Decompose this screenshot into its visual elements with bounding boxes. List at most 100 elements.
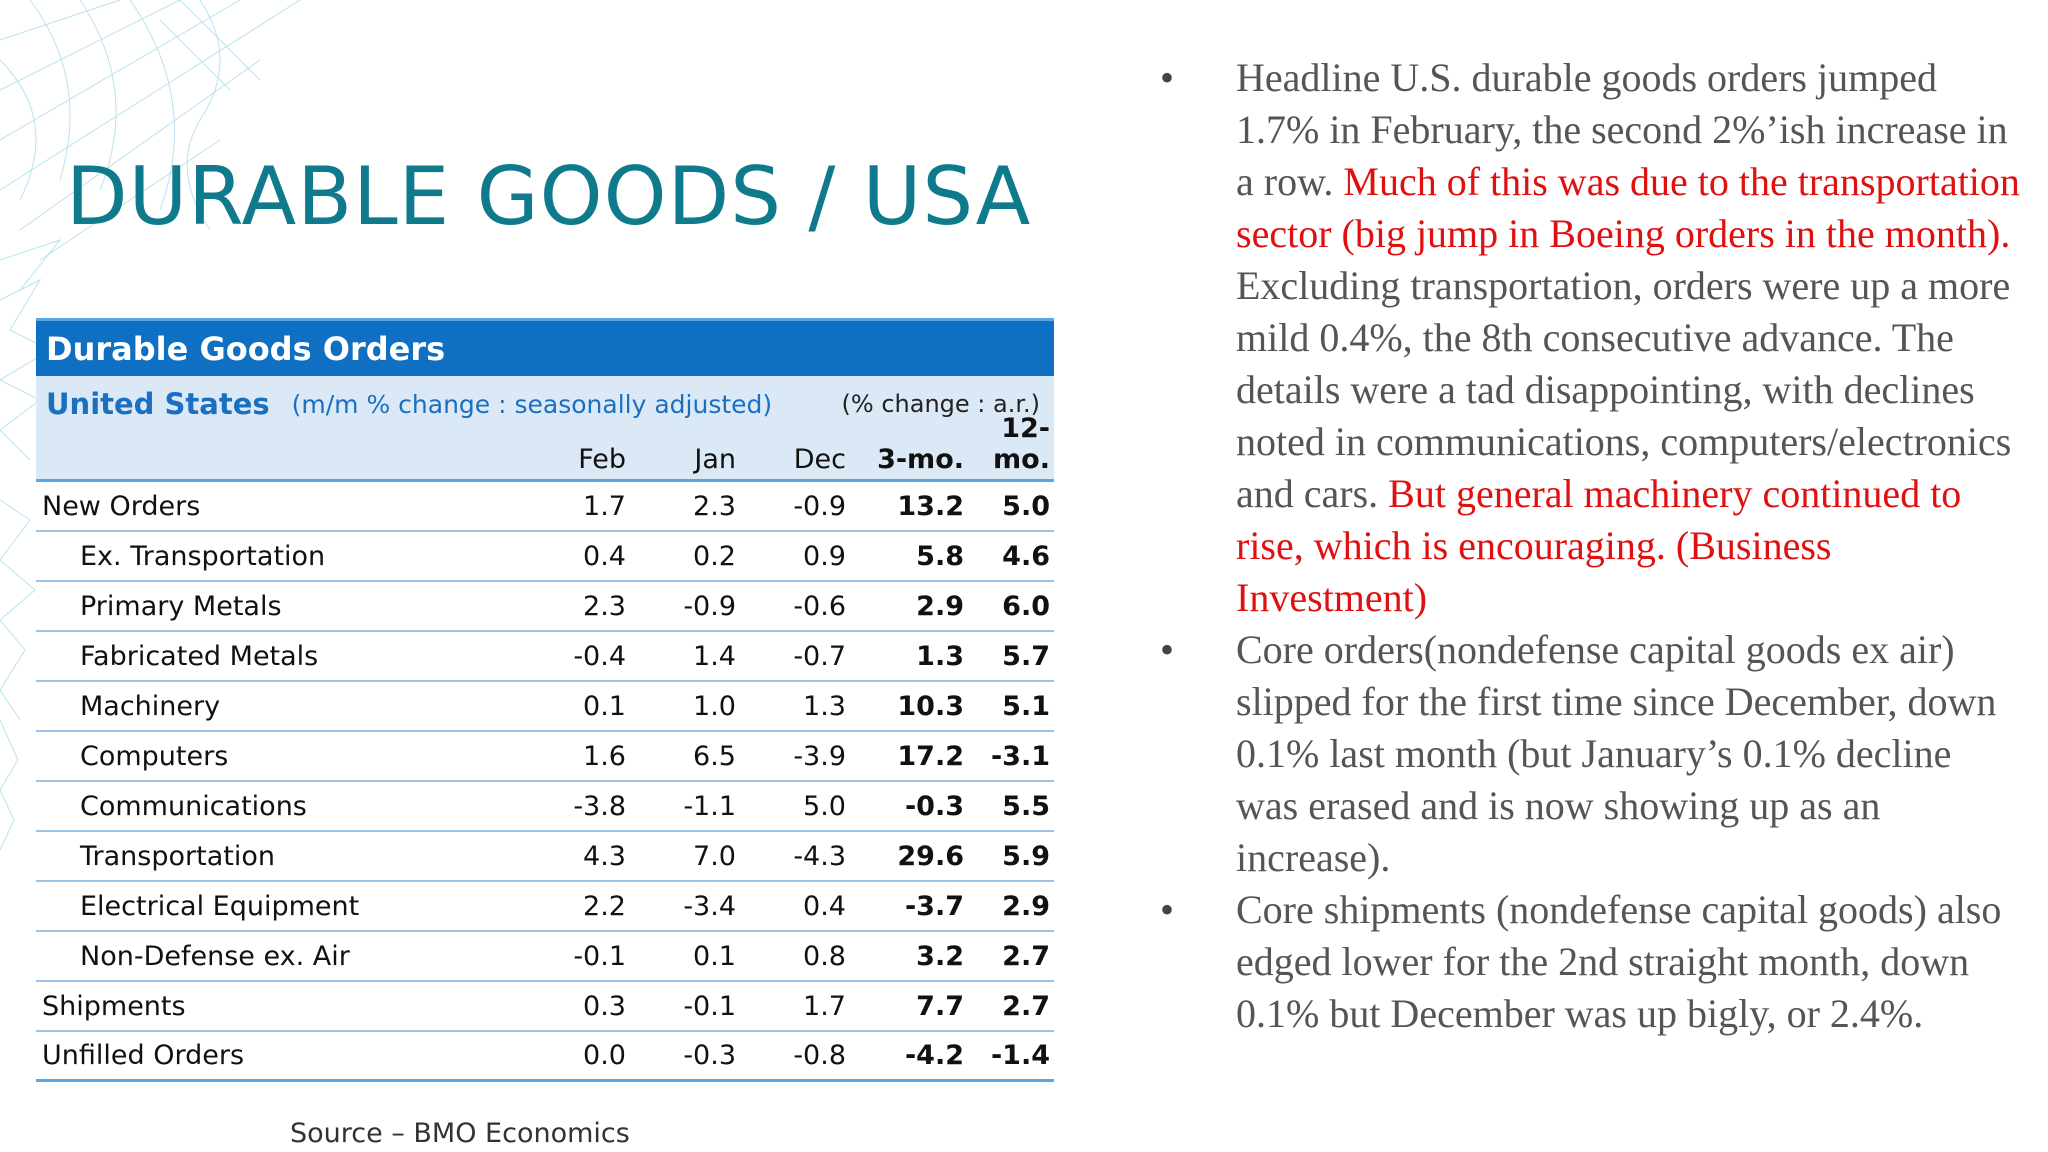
commentary-bullets: • Headline U.S. durable goods orders jum… [1160,52,2020,1040]
cell-jan: -0.1 [683,990,736,1022]
bullet-highlight: Much of this was due to the transportati… [1236,159,2020,256]
durable-goods-table: Durable Goods Orders United States (m/m … [36,318,1054,1082]
cell-3mo: -3.7 [904,890,964,922]
bullet-marker: • [1160,887,1175,932]
table-row: Electrical Equipment 2.2 -3.4 0.4 -3.7 2… [36,882,1054,932]
cell-3mo: 7.7 [916,990,964,1022]
row-label: Unfilled Orders [42,1040,245,1071]
cell-3mo: -4.2 [904,1040,964,1071]
cell-jan: 1.0 [693,690,736,722]
bullet-marker: • [1160,627,1175,672]
table-header: Durable Goods Orders [36,318,1054,376]
table-row: New Orders 1.7 2.3 -0.9 13.2 5.0 [36,482,1054,532]
cell-12mo: 5.5 [1002,790,1050,822]
bullet-item: • Core orders(nondefense capital goods e… [1160,624,2020,884]
cell-3mo: 17.2 [897,740,964,772]
bullet-text: Core orders(nondefense capital goods ex … [1236,627,1997,880]
cell-jan: 7.0 [693,840,736,872]
cell-3mo: 10.3 [897,690,964,722]
bullet-text: Core shipments (nondefense capital goods… [1236,887,2002,1036]
row-label: Shipments [42,990,186,1022]
cell-3mo: 3.2 [916,940,964,972]
cell-jan: -1.1 [683,790,736,822]
adjustment-note: (m/m % change : seasonally adjusted) [291,389,773,419]
table-row: Non-Defense ex. Air -0.1 0.1 0.8 3.2 2.7 [36,932,1054,982]
cell-3mo: 29.6 [897,840,964,872]
table-row: Transportation 4.3 7.0 -4.3 29.6 5.9 [36,832,1054,882]
cell-12mo: 5.0 [1002,490,1050,522]
row-label: Transportation [80,840,275,872]
cell-12mo: -3.1 [990,740,1050,772]
cell-12mo: 2.7 [1002,990,1050,1022]
cell-3mo: 13.2 [897,490,964,522]
cell-feb: 0.4 [583,540,626,572]
cell-12mo: 4.6 [1002,540,1050,572]
row-label: Ex. Transportation [80,540,326,572]
row-label: Communications [80,790,307,822]
background-wireframe-art [0,0,301,851]
col-header-3mo: 3-mo. [877,444,964,475]
bullet-item: • Headline U.S. durable goods orders jum… [1160,52,2020,624]
cell-dec: 0.8 [803,940,846,972]
table-subheader: United States (m/m % change : seasonally… [36,376,1054,432]
cell-feb: -0.1 [573,940,626,972]
col-header-12mo: 12-mo. [993,413,1050,475]
row-label: Non-Defense ex. Air [80,940,350,972]
cell-dec: 1.3 [803,690,846,722]
cell-feb: 2.2 [583,890,626,922]
cell-feb: 1.7 [583,490,626,522]
cell-jan: -0.9 [683,590,736,622]
cell-dec: -4.3 [793,840,846,872]
cell-dec: -0.8 [793,1040,846,1071]
cell-12mo: 2.7 [1002,940,1050,972]
cell-12mo: -1.4 [990,1040,1050,1071]
table-row: Communications -3.8 -1.1 5.0 -0.3 5.5 [36,782,1054,832]
table-row: Computers 1.6 6.5 -3.9 17.2 -3.1 [36,732,1054,782]
col-header-jan: Jan [694,444,736,475]
cell-jan: 0.2 [693,540,736,572]
cell-feb: 0.0 [583,1040,626,1071]
row-label: Machinery [80,690,221,722]
cell-dec: -0.6 [793,590,846,622]
cell-jan: -3.4 [683,890,736,922]
col-header-feb: Feb [578,444,626,475]
cell-12mo: 5.9 [1002,840,1050,872]
bullet-text: Excluding transportation, orders were up… [1236,263,2012,516]
table-row: Ex. Transportation 0.4 0.2 0.9 5.8 4.6 [36,532,1054,582]
cell-feb: 4.3 [583,840,626,872]
table-row: Fabricated Metals -0.4 1.4 -0.7 1.3 5.7 [36,632,1054,682]
cell-jan: 2.3 [693,490,736,522]
cell-12mo: 5.1 [1002,690,1050,722]
cell-dec: -3.9 [793,740,846,772]
cell-dec: 1.7 [803,990,846,1022]
cell-3mo: 5.8 [916,540,964,572]
row-label: Computers [80,740,229,772]
cell-jan: 0.1 [693,940,736,972]
table-row: Unfilled Orders 0.0 -0.3 -0.8 -4.2 -1.4 [36,1032,1054,1082]
cell-3mo: 2.9 [916,590,964,622]
source-caption: Source – BMO Economics [290,1118,630,1149]
row-label: Fabricated Metals [80,640,319,672]
bullet-text: Headline U.S. durable goods orders jumpe… [1236,55,2008,204]
cell-feb: -3.8 [573,790,626,822]
column-headers: Feb Jan Dec 3-mo. 12-mo. [36,413,1054,482]
row-label: New Orders [42,490,201,522]
row-label: Electrical Equipment [80,890,360,922]
country-label: United States [46,387,270,421]
bullet-item: • Core shipments (nondefense capital goo… [1160,884,2020,1040]
cell-dec: -0.9 [793,490,846,522]
cell-dec: 0.9 [803,540,846,572]
slide-title: DURABLE GOODS / USA [66,150,1032,243]
cell-dec: -0.7 [793,640,846,672]
cell-12mo: 6.0 [1002,590,1050,622]
table-row: Machinery 0.1 1.0 1.3 10.3 5.1 [36,682,1054,732]
cell-dec: 0.4 [803,890,846,922]
bullet-highlight: But general machinery continued to rise,… [1236,471,1962,620]
cell-3mo: -0.3 [904,790,964,822]
cell-feb: -0.4 [573,640,626,672]
row-label: Primary Metals [80,590,282,622]
cell-jan: 6.5 [693,740,736,772]
cell-dec: 5.0 [803,790,846,822]
col-header-dec: Dec [793,444,846,475]
cell-12mo: 5.7 [1002,640,1050,672]
